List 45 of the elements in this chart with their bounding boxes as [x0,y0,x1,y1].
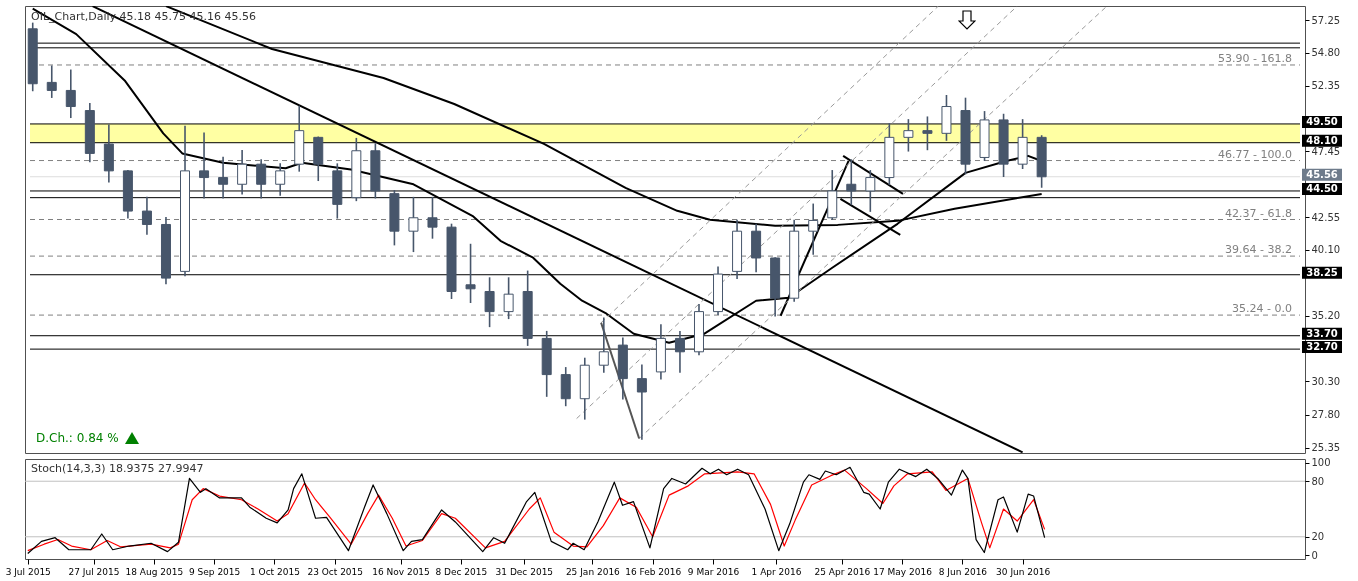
ref-line-label: 46.77 - 100.0 [1218,147,1292,161]
y-tick-label: 20 [1311,531,1325,543]
x-tick-label: 3 Jul 2015 [5,566,51,577]
ref-line-label: 38.25 [1306,266,1338,278]
annotation: D.Ch.: 0.84 % [36,431,119,445]
ref-line-label: 32.70 [1306,341,1338,353]
y-tick-label: 100 [1311,457,1331,469]
ref-line-label: 33.70 [1306,327,1338,339]
ref-line-label: 45.56 [1306,168,1338,180]
x-tick-label: 18 Aug 2015 [125,566,184,577]
x-tick-label: 9 Mar 2016 [687,566,740,577]
x-tick-label: 23 Oct 2015 [307,566,364,577]
x-tick-label: 16 Feb 2016 [625,566,682,577]
ref-line-label: 44.50 [1306,182,1338,194]
x-tick-label: 9 Sep 2015 [188,566,241,577]
ref-line-label: 39.64 - 38.2 [1225,243,1292,257]
x-tick-label: 27 Jul 2015 [68,566,120,577]
ref-line-label: 48.10 [1306,134,1338,146]
y-tick-label: 35.20 [1311,310,1341,322]
y-tick-label: 47.45 [1311,145,1341,157]
ref-line-label: 53.90 - 161.8 [1218,51,1292,65]
y-tick-label: 54.80 [1311,47,1341,59]
x-tick-label: 16 Nov 2015 [372,566,430,577]
y-tick-label: 52.35 [1311,80,1341,92]
y-tick-label: 40.10 [1311,244,1341,256]
y-tick-label: 42.55 [1311,211,1341,223]
y-tick-label: 30.30 [1311,375,1341,387]
x-tick-label: 30 Jun 2016 [996,566,1051,577]
x-tick-label: 31 Dec 2015 [495,566,554,577]
x-tick-label: 25 Jan 2016 [565,566,621,577]
y-tick-label: 80 [1311,475,1325,487]
y-tick-label: 27.80 [1311,409,1341,421]
x-tick-label: 1 Apr 2016 [751,566,802,577]
ref-line-label: 49.50 [1306,115,1338,127]
x-tick-label: 17 May 2016 [873,566,933,577]
chart-title: Stoch(14,3,3) 18.9375 27.9947 [31,461,204,475]
x-tick-label: 8 Dec 2015 [435,566,488,577]
y-tick-label: 25.35 [1311,442,1341,454]
x-tick-label: 1 Oct 2015 [249,566,300,577]
ref-line-label: 42.37 - 61.8 [1225,206,1292,220]
x-tick-label: 25 Apr 2016 [814,566,871,577]
y-tick-label: 0 [1311,549,1318,561]
ref-line-label: 35.24 - 0.0 [1232,302,1292,316]
y-tick-label: 57.25 [1311,14,1341,26]
x-tick-label: 8 Jun 2016 [938,566,988,577]
